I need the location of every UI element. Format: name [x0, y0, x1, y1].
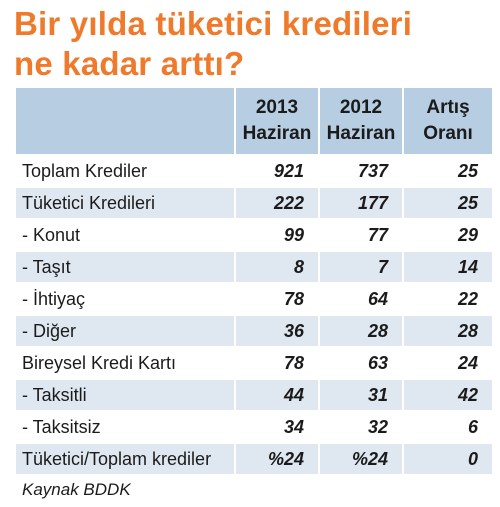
value-2013: 44 [234, 378, 319, 411]
value-growth: 14 [402, 250, 492, 283]
value-2013: 34 [234, 410, 319, 443]
row-label: - Taşıt [16, 250, 235, 283]
value-2012: 63 [318, 346, 403, 379]
value-2012: 64 [318, 282, 403, 315]
value-growth: 25 [402, 154, 492, 187]
value-2012: 737 [318, 154, 403, 187]
header-cell-label [16, 88, 235, 155]
table-row: - İhtiyaç 78 64 22 [16, 282, 492, 315]
value-2012: 7 [318, 250, 403, 283]
header-line-1: Artış [426, 97, 470, 118]
chart-title: Bir yılda tüketici kredileri ne kadar ar… [14, 4, 494, 84]
source-note: Kaynak BDDK [22, 480, 131, 499]
value-2013: 921 [234, 154, 319, 187]
row-label: - Diğer [16, 314, 235, 347]
table-row: - Taksitsiz 34 32 6 [16, 410, 492, 443]
value-growth: 0 [402, 442, 492, 474]
header-cell-growth: Artış Oranı [402, 88, 492, 155]
value-2013: 78 [234, 282, 319, 315]
title-line-1: Bir yılda tüketici kredileri [14, 5, 413, 42]
header-cell-2013: 2013 Haziran [234, 88, 319, 155]
table-row: Bireysel Kredi Kartı 78 63 24 [16, 346, 492, 379]
value-2013: 99 [234, 218, 319, 251]
value-growth: 42 [402, 378, 492, 411]
table-row: Tüketici/Toplam krediler %24 %24 0 [16, 442, 492, 474]
value-2012: 28 [318, 314, 403, 347]
table-row: Tüketici Kredileri 222 177 25 [16, 186, 492, 219]
value-growth: 6 [402, 410, 492, 443]
row-label: - İhtiyaç [16, 282, 235, 315]
row-label: - Taksitli [16, 378, 235, 411]
title-line-2: ne kadar arttı? [14, 45, 245, 82]
value-2013: %24 [234, 442, 319, 474]
table-row: - Taşıt 8 7 14 [16, 250, 492, 283]
row-label: Tüketici Kredileri [16, 186, 235, 219]
value-2012: %24 [318, 442, 403, 474]
value-growth: 25 [402, 186, 492, 219]
header-cell-2012: 2012 Haziran [318, 88, 403, 155]
header-line-1: 2013 [255, 97, 299, 118]
header-line-1: 2012 [339, 97, 383, 118]
header-row: 2013 Haziran 2012 Haziran Artış Oranı [16, 88, 492, 155]
value-2013: 222 [234, 186, 319, 219]
table-body: Toplam Krediler 921 737 25 Tüketici Krediler… [16, 154, 492, 474]
row-label: Bireysel Kredi Kartı [16, 346, 235, 379]
data-table-container: 2013 Haziran 2012 Haziran Artış Oranı To… [16, 88, 492, 474]
header-line-2: Haziran [326, 123, 396, 144]
header-line-2: Haziran [242, 123, 312, 144]
row-label: - Konut [16, 218, 235, 251]
value-2013: 8 [234, 250, 319, 283]
table-row: - Diğer 36 28 28 [16, 314, 492, 347]
data-table: 2013 Haziran 2012 Haziran Artış Oranı To… [16, 88, 492, 474]
row-label: Toplam Krediler [16, 154, 235, 187]
value-2013: 36 [234, 314, 319, 347]
value-growth: 22 [402, 282, 492, 315]
table-row: - Konut 99 77 29 [16, 218, 492, 251]
value-growth: 24 [402, 346, 492, 379]
header-line-2: Oranı [423, 123, 473, 144]
value-growth: 28 [402, 314, 492, 347]
value-2012: 32 [318, 410, 403, 443]
value-2013: 78 [234, 346, 319, 379]
table-row: - Taksitli 44 31 42 [16, 378, 492, 411]
value-growth: 29 [402, 218, 492, 251]
value-2012: 31 [318, 378, 403, 411]
value-2012: 77 [318, 218, 403, 251]
row-label: Tüketici/Toplam krediler [16, 442, 235, 474]
value-2012: 177 [318, 186, 403, 219]
row-label: - Taksitsiz [16, 410, 235, 443]
table-row: Toplam Krediler 921 737 25 [16, 154, 492, 187]
